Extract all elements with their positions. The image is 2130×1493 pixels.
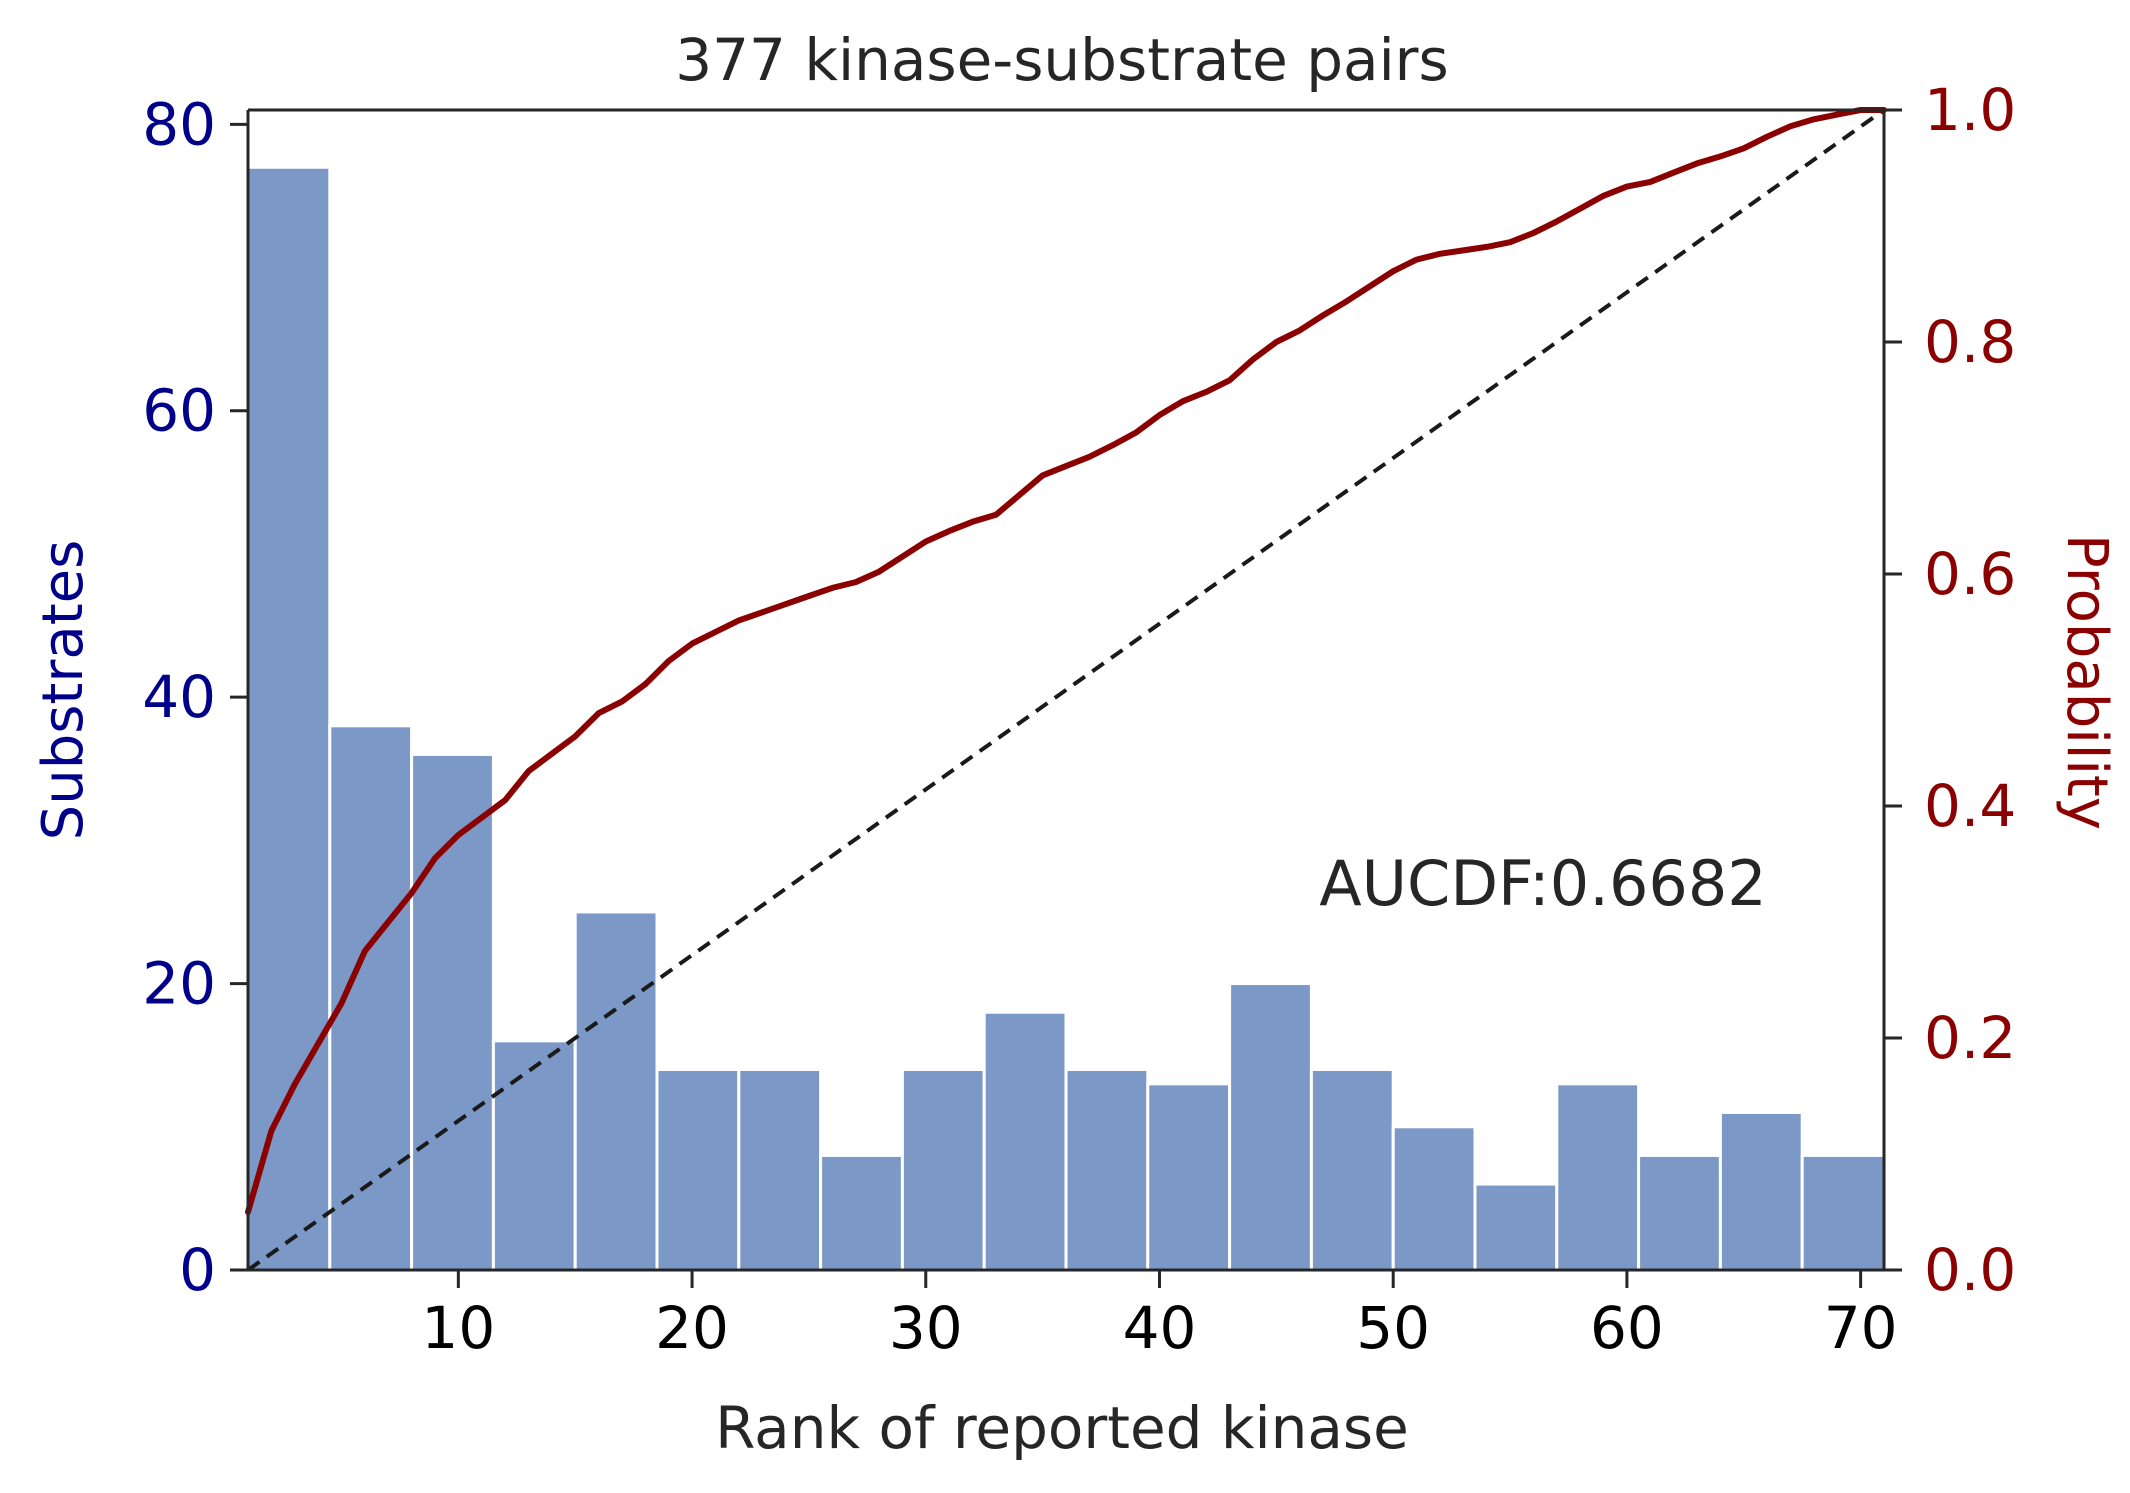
x-tick-label: 70 — [1824, 1294, 1898, 1362]
histogram-bar — [573, 910, 659, 1272]
reference-diagonal-line — [246, 108, 1886, 1272]
histogram-bar — [1555, 1082, 1641, 1272]
y-tick-label-right: 1.0 — [1924, 76, 2016, 144]
y-tick-label-right: 0.6 — [1924, 540, 2016, 608]
y-axis-label-right: Probability — [2054, 534, 2119, 830]
histogram-bar — [655, 1068, 741, 1272]
axis-ticks: 10 20 30 40 50 60 70 0 20 40 60 80 0.0 0.2 0.4 0.6 0.8 1.… — [142, 76, 2016, 1362]
y-tick-label-left: 60 — [142, 377, 216, 445]
aucdf-annotation: AUCDF:0.6682 — [1319, 847, 1767, 920]
histogram-bar — [410, 752, 495, 1272]
y-tick-label-left: 80 — [142, 90, 216, 158]
histogram-bar — [819, 1153, 904, 1272]
histogram-bar — [246, 165, 332, 1272]
histogram-bar — [1064, 1068, 1150, 1272]
y-tick-label-left: 0 — [179, 1236, 216, 1304]
histogram-bar — [1146, 1082, 1232, 1272]
histogram-bar — [1228, 982, 1313, 1272]
y-tick-label-right: 0.8 — [1924, 308, 2016, 376]
x-tick-label: 40 — [1123, 1294, 1197, 1362]
histogram-bar — [1309, 1068, 1395, 1272]
chart-title: 377 kinase-substrate pairs — [675, 26, 1449, 94]
cdf-line — [245, 107, 1887, 1215]
histogram-bar — [1800, 1153, 1886, 1272]
y-axis-label-left: Substrates — [31, 540, 96, 841]
y-tick-label-right: 0.2 — [1924, 1004, 2016, 1072]
histogram-bar — [982, 1010, 1068, 1272]
y-tick-label-left: 20 — [142, 950, 216, 1018]
y-tick-label-right: 0.0 — [1924, 1236, 2016, 1304]
x-tick-label: 30 — [889, 1294, 963, 1362]
histogram-bar — [900, 1068, 986, 1272]
x-tick-label: 20 — [655, 1294, 729, 1362]
x-tick-label: 50 — [1356, 1294, 1430, 1362]
x-tick-label: 60 — [1590, 1294, 1664, 1362]
y-tick-label-right: 0.4 — [1924, 772, 2016, 840]
histogram-bar — [1473, 1182, 1559, 1272]
y-tick-label-left: 40 — [142, 663, 216, 731]
histogram-bar — [1718, 1110, 1804, 1272]
histogram-bars — [246, 165, 1886, 1272]
histogram-bar — [491, 1039, 577, 1272]
x-tick-label: 10 — [421, 1294, 495, 1362]
chart-axes — [246, 108, 1886, 1272]
chart-lines — [245, 107, 1887, 1272]
x-axis-label: Rank of reported kinase — [715, 1394, 1409, 1462]
histogram-bar — [737, 1068, 823, 1272]
histogram-bar — [1637, 1153, 1722, 1272]
histogram-bar — [1391, 1125, 1477, 1272]
